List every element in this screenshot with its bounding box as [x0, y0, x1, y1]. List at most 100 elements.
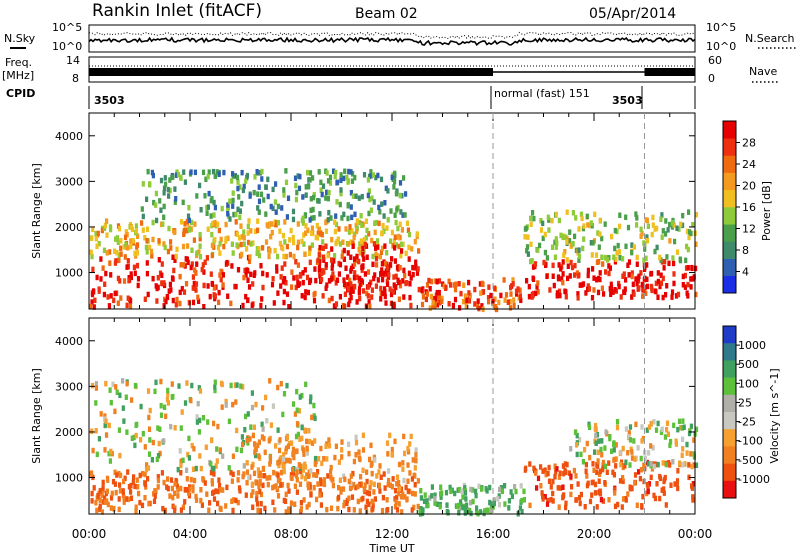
range-gate-cell	[361, 495, 365, 502]
range-gate-cell	[643, 266, 647, 272]
range-gate-cell	[215, 446, 219, 452]
range-gate-cell	[321, 268, 325, 274]
range-gate-cell	[195, 193, 199, 199]
range-gate-cell	[95, 274, 99, 281]
range-gate-cell	[261, 245, 265, 251]
range-gate-cell	[244, 178, 248, 184]
range-gate-cell	[344, 226, 348, 232]
range-gate-cell	[342, 473, 346, 479]
range-gate-cell	[166, 391, 170, 397]
range-gate-cell	[633, 480, 637, 486]
range-gate-cell	[159, 412, 164, 418]
range-gate-cell	[372, 275, 376, 282]
range-gate-cell	[568, 229, 572, 235]
cpid-segment-1: 3503	[94, 94, 125, 107]
range-gate-cell	[571, 241, 575, 247]
range-gate-cell	[202, 282, 206, 289]
range-gate-cell	[191, 274, 195, 280]
range-gate-cell	[312, 484, 316, 491]
range-gate-cell	[210, 481, 214, 487]
range-gate-cell	[349, 281, 353, 287]
range-gate-cell	[626, 262, 630, 268]
range-gate-cell	[146, 465, 151, 471]
range-gate-cell	[437, 294, 441, 300]
range-gate-cell	[659, 272, 663, 278]
range-gate-cell	[134, 223, 138, 229]
range-gate-cell	[91, 447, 95, 454]
range-gate-cell	[557, 288, 562, 295]
range-gate-cell	[244, 293, 248, 300]
range-gate-cell	[256, 227, 260, 234]
velocity-heatmap	[89, 378, 699, 517]
range-gate-cell	[612, 472, 616, 478]
range-gate-cell	[150, 169, 154, 176]
range-gate-cell	[474, 488, 478, 495]
range-gate-cell	[439, 494, 443, 500]
range-gate-cell	[105, 232, 109, 238]
range-gate-cell	[401, 241, 405, 248]
range-gate-cell	[308, 438, 312, 445]
range-gate-cell	[326, 217, 330, 223]
range-gate-cell	[387, 477, 391, 484]
range-gate-cell	[612, 441, 616, 447]
colorbar-frame	[722, 325, 737, 499]
range-gate-cell	[265, 418, 269, 424]
range-gate-cell	[469, 486, 473, 493]
range-gate-cell	[672, 280, 676, 287]
range-gate-cell	[366, 192, 370, 199]
range-gate-cell	[242, 471, 246, 477]
range-gate-cell	[313, 455, 318, 462]
range-gate-cell	[257, 483, 261, 490]
range-gate-cell	[316, 469, 320, 475]
range-gate-cell	[612, 457, 616, 463]
range-gate-cell	[337, 459, 341, 465]
range-gate-cell	[421, 294, 425, 300]
range-gate-cell	[152, 498, 157, 504]
range-gate-cell	[215, 169, 219, 175]
range-gate-cell	[248, 193, 252, 199]
range-gate-cell	[218, 505, 222, 512]
range-gate-cell	[94, 381, 98, 387]
range-gate-cell	[413, 482, 417, 488]
range-gate-cell	[114, 384, 118, 390]
range-gate-cell	[304, 223, 308, 229]
range-gate-cell	[242, 463, 246, 469]
range-gate-cell	[385, 250, 389, 256]
range-gate-cell	[130, 397, 134, 403]
range-gate-cell	[618, 478, 623, 484]
range-gate-cell	[259, 263, 263, 269]
range-gate-cell	[299, 468, 303, 475]
range-gate-cell	[146, 476, 150, 482]
range-gate-cell	[349, 294, 353, 301]
range-gate-cell	[632, 438, 636, 444]
range-gate-cell	[234, 211, 238, 218]
range-gate-cell	[219, 268, 223, 275]
range-gate-cell	[104, 270, 108, 277]
range-gate-cell	[685, 243, 689, 250]
range-gate-cell	[203, 193, 207, 199]
range-gate-cell	[181, 457, 185, 464]
range-gate-cell	[224, 402, 228, 408]
range-gate-cell	[251, 281, 255, 287]
range-gate-cell	[300, 217, 304, 224]
range-gate-cell	[574, 429, 578, 436]
range-gate-cell	[290, 475, 294, 481]
colorbar-tick-label: -100	[738, 435, 763, 448]
range-gate-cell	[527, 293, 531, 300]
range-gate-cell	[598, 231, 602, 237]
range-gate-cell	[453, 286, 458, 293]
range-gate-cell	[182, 262, 186, 268]
range-gate-cell	[383, 200, 387, 206]
range-gate-cell	[157, 257, 161, 263]
range-gate-cell	[290, 269, 294, 275]
range-gate-cell	[365, 498, 369, 505]
range-gate-cell	[213, 220, 217, 226]
range-gate-cell	[139, 437, 143, 443]
range-gate-cell	[186, 213, 191, 219]
range-gate-cell	[600, 452, 604, 458]
range-gate-cell	[597, 244, 601, 250]
range-gate-cell	[222, 243, 226, 250]
range-gate-cell	[393, 487, 398, 494]
range-gate-cell	[668, 238, 672, 244]
